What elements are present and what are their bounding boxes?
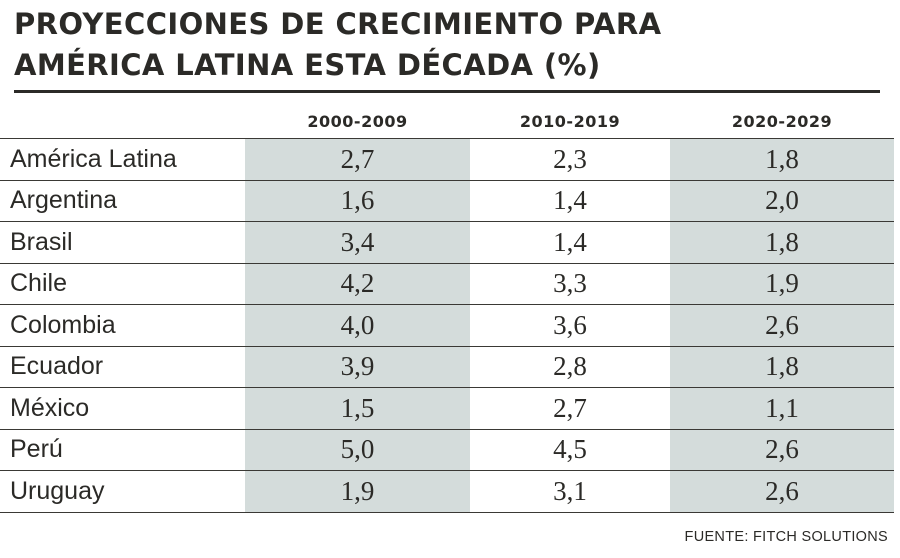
value-cell: 1,8 bbox=[670, 346, 894, 388]
chart-title: PROYECCIONES DE CRECIMIENTO PARA AMÉRICA… bbox=[14, 4, 874, 86]
growth-table: 2000-2009 2010-2019 2020-2029 América La… bbox=[0, 104, 894, 513]
chart-title-line: PROYECCIONES DE CRECIMIENTO PARA bbox=[14, 7, 662, 41]
source-note: FUENTE: FITCH SOLUTIONS bbox=[684, 529, 888, 545]
chart-title-line: AMÉRICA LATINA ESTA DÉCADA (%) bbox=[14, 48, 601, 82]
value-cell: 1,8 bbox=[670, 221, 894, 264]
value-cell: 3,3 bbox=[470, 263, 670, 305]
value-cell: 1,1 bbox=[670, 387, 894, 430]
value-cell: 2,7 bbox=[245, 138, 470, 181]
value-cell: 1,9 bbox=[245, 470, 470, 513]
value-cell: 4,5 bbox=[470, 429, 670, 471]
table-row: Chile 4,2 3,3 1,9 bbox=[0, 263, 894, 305]
table-row: Argentina 1,6 1,4 2,0 bbox=[0, 180, 894, 222]
country-label: Colombia bbox=[0, 304, 245, 347]
value-cell: 1,5 bbox=[245, 387, 470, 430]
value-cell: 3,9 bbox=[245, 346, 470, 388]
value-cell: 3,1 bbox=[470, 470, 670, 513]
value-cell: 1,8 bbox=[670, 138, 894, 181]
country-label: Argentina bbox=[0, 180, 245, 222]
table-row: Uruguay 1,9 3,1 2,6 bbox=[0, 470, 894, 513]
value-cell: 2,3 bbox=[470, 138, 670, 181]
value-cell: 4,2 bbox=[245, 263, 470, 305]
value-cell: 1,4 bbox=[470, 221, 670, 264]
value-cell: 1,4 bbox=[470, 180, 670, 222]
value-cell: 2,8 bbox=[470, 346, 670, 388]
country-label: América Latina bbox=[0, 138, 245, 181]
value-cell: 2,0 bbox=[670, 180, 894, 222]
value-cell: 2,6 bbox=[670, 429, 894, 471]
table-row: México 1,5 2,7 1,1 bbox=[0, 387, 894, 430]
value-cell: 3,6 bbox=[470, 304, 670, 347]
table-row: Colombia 4,0 3,6 2,6 bbox=[0, 304, 894, 347]
country-label: Brasil bbox=[0, 221, 245, 264]
country-column-header bbox=[0, 104, 245, 139]
value-cell: 4,0 bbox=[245, 304, 470, 347]
value-cell: 1,9 bbox=[670, 263, 894, 305]
table-header-row: 2000-2009 2010-2019 2020-2029 bbox=[0, 104, 894, 139]
value-cell: 2,7 bbox=[470, 387, 670, 430]
column-header: 2000-2009 bbox=[245, 104, 470, 139]
table-row: Perú 5,0 4,5 2,6 bbox=[0, 429, 894, 471]
table-body: América Latina 2,7 2,3 1,8 Argentina 1,6 1,4 2,… bbox=[0, 138, 894, 513]
table-row: Brasil 3,4 1,4 1,8 bbox=[0, 221, 894, 264]
value-cell: 5,0 bbox=[245, 429, 470, 471]
column-header: 2010-2019 bbox=[470, 104, 670, 139]
country-label: Uruguay bbox=[0, 470, 245, 513]
country-label: México bbox=[0, 387, 245, 430]
value-cell: 1,6 bbox=[245, 180, 470, 222]
table-row: América Latina 2,7 2,3 1,8 bbox=[0, 138, 894, 181]
value-cell: 2,6 bbox=[670, 470, 894, 513]
country-label: Chile bbox=[0, 263, 245, 305]
column-header: 2020-2029 bbox=[670, 104, 894, 139]
title-divider bbox=[14, 90, 880, 93]
value-cell: 2,6 bbox=[670, 304, 894, 347]
value-cell: 3,4 bbox=[245, 221, 470, 264]
country-label: Perú bbox=[0, 429, 245, 471]
table-row: Ecuador 3,9 2,8 1,8 bbox=[0, 346, 894, 388]
country-label: Ecuador bbox=[0, 346, 245, 388]
